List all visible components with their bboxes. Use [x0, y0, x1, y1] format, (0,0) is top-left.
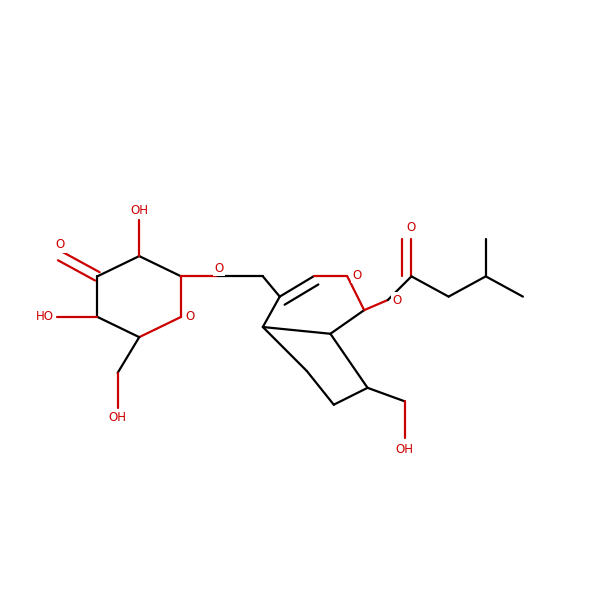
- Text: O: O: [392, 293, 402, 307]
- Text: O: O: [56, 238, 65, 251]
- Text: O: O: [352, 269, 361, 281]
- Text: OH: OH: [396, 443, 414, 456]
- Text: O: O: [214, 262, 224, 275]
- Text: O: O: [186, 310, 195, 323]
- Text: HO: HO: [35, 310, 53, 323]
- Text: O: O: [407, 221, 416, 235]
- Text: OH: OH: [130, 204, 148, 217]
- Text: OH: OH: [109, 412, 127, 424]
